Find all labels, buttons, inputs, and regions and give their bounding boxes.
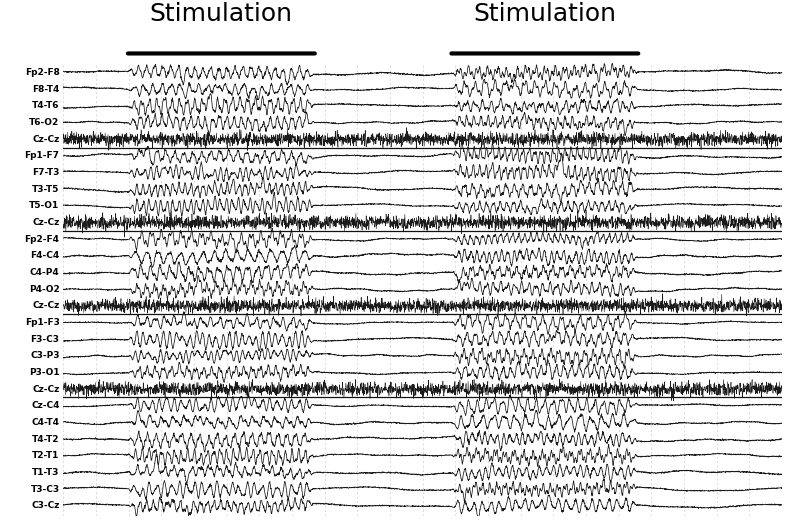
Text: Fp2-F4: Fp2-F4 <box>24 234 59 244</box>
Text: Stimulation: Stimulation <box>150 2 293 26</box>
Text: C4-P4: C4-P4 <box>30 268 59 277</box>
Text: T2-T1: T2-T1 <box>32 451 59 460</box>
Text: Cz-Cz: Cz-Cz <box>32 218 59 227</box>
Text: Fp2-F8: Fp2-F8 <box>24 68 59 77</box>
Text: T3-C3: T3-C3 <box>31 485 59 493</box>
Text: C3-Cz: C3-Cz <box>32 501 59 510</box>
Text: F8-T4: F8-T4 <box>32 85 59 94</box>
Text: P3-O1: P3-O1 <box>29 368 59 377</box>
Text: Cz-Cz: Cz-Cz <box>32 134 59 144</box>
Text: C3-P3: C3-P3 <box>30 351 59 361</box>
Text: F3-C3: F3-C3 <box>31 334 59 344</box>
Text: Cz-Cz: Cz-Cz <box>32 301 59 311</box>
Text: Stimulation: Stimulation <box>473 2 616 26</box>
Text: T4-T6: T4-T6 <box>32 102 59 110</box>
Text: Fp1-F7: Fp1-F7 <box>24 151 59 160</box>
Text: Cz-Cz: Cz-Cz <box>32 384 59 394</box>
Text: T3-T5: T3-T5 <box>32 184 59 194</box>
Text: C4-T4: C4-T4 <box>32 418 59 427</box>
Text: F4-C4: F4-C4 <box>30 251 59 260</box>
Text: T5-O1: T5-O1 <box>29 201 59 210</box>
Text: T6-O2: T6-O2 <box>29 118 59 127</box>
Text: Cz-C4: Cz-C4 <box>31 401 59 411</box>
Text: T1-T3: T1-T3 <box>32 468 59 477</box>
Text: P4-O2: P4-O2 <box>29 284 59 294</box>
Text: T4-T2: T4-T2 <box>32 435 59 444</box>
Text: F7-T3: F7-T3 <box>32 168 59 177</box>
Text: Fp1-F3: Fp1-F3 <box>24 318 59 327</box>
